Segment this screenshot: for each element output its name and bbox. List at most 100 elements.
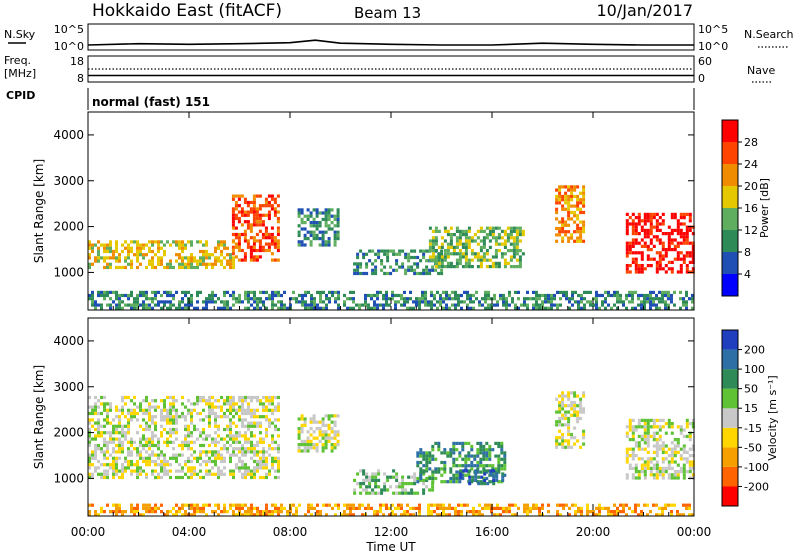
velocity-cell bbox=[437, 448, 441, 452]
power-cell bbox=[576, 236, 580, 240]
velocity-cell bbox=[148, 463, 151, 467]
power-cell bbox=[664, 300, 667, 304]
power-cell bbox=[485, 233, 489, 237]
power-cell bbox=[446, 261, 450, 265]
velocity-cell bbox=[343, 513, 346, 517]
power-cell bbox=[389, 265, 393, 269]
power-cell bbox=[583, 297, 586, 301]
velocity-cell bbox=[112, 459, 115, 464]
velocity-cell bbox=[688, 447, 692, 451]
power-cell bbox=[231, 210, 235, 214]
power-cell bbox=[379, 290, 382, 294]
power-cell bbox=[169, 259, 172, 263]
velocity-cell bbox=[503, 467, 507, 471]
velocity-cell bbox=[404, 488, 408, 492]
power-cell bbox=[234, 194, 238, 198]
velocity-cell bbox=[425, 476, 429, 481]
power-cell bbox=[595, 290, 598, 294]
velocity-cell bbox=[582, 436, 586, 440]
velocity-cell bbox=[464, 454, 468, 458]
velocity-cell bbox=[567, 442, 571, 446]
power-cell bbox=[88, 253, 91, 257]
velocity-cell bbox=[682, 476, 686, 480]
noise-sky-line bbox=[87, 39, 694, 46]
power-cell bbox=[232, 297, 235, 301]
power-cell bbox=[377, 249, 381, 253]
power-cell bbox=[448, 293, 451, 298]
velocity-cell bbox=[196, 402, 199, 406]
velocity-cell bbox=[431, 470, 435, 474]
velocity-cell bbox=[318, 439, 322, 443]
power-cell bbox=[655, 306, 658, 310]
power-cell bbox=[567, 185, 571, 189]
velocity-cell bbox=[121, 427, 124, 432]
velocity-cell bbox=[646, 438, 650, 442]
power-cell bbox=[457, 300, 460, 304]
power-cell bbox=[567, 236, 571, 240]
velocity-cell bbox=[500, 451, 504, 455]
power-cell bbox=[482, 258, 486, 262]
power-cell bbox=[327, 214, 331, 218]
velocity-cell bbox=[169, 463, 172, 467]
velocity-cell bbox=[274, 510, 277, 514]
power-cell bbox=[309, 233, 313, 237]
power-cell bbox=[247, 306, 250, 310]
power-cell bbox=[100, 243, 103, 247]
velocity-cell bbox=[256, 459, 259, 464]
power-cell bbox=[646, 257, 650, 261]
power-cell bbox=[628, 222, 632, 226]
power-cell bbox=[250, 297, 253, 301]
velocity-cell bbox=[649, 425, 653, 429]
power-cell bbox=[127, 293, 130, 298]
power-cell bbox=[97, 246, 100, 250]
velocity-cell bbox=[145, 450, 148, 454]
power-cell bbox=[376, 290, 379, 294]
power-cell bbox=[673, 212, 677, 216]
power-cell bbox=[395, 259, 399, 263]
velocity-cell bbox=[241, 405, 244, 409]
velocity-cell bbox=[631, 425, 635, 429]
velocity-cell bbox=[682, 444, 686, 448]
power-cell bbox=[503, 233, 507, 237]
velocity-cell bbox=[476, 454, 480, 458]
power-cell bbox=[106, 262, 109, 266]
power-cell bbox=[601, 293, 604, 298]
velocity-cell bbox=[312, 443, 316, 447]
velocity-cell bbox=[673, 444, 677, 448]
velocity-cell bbox=[561, 400, 565, 405]
power-cell bbox=[491, 226, 495, 230]
velocity-cell bbox=[682, 513, 685, 517]
power-cell bbox=[506, 239, 510, 243]
velocity-cell bbox=[359, 485, 363, 489]
power-cell bbox=[234, 242, 238, 246]
velocity-cell bbox=[277, 463, 280, 467]
velocity-colorbar-swatches bbox=[722, 330, 738, 506]
power-cell bbox=[452, 233, 456, 237]
velocity-cell bbox=[163, 469, 166, 473]
power-cell bbox=[567, 223, 571, 227]
velocity-cell bbox=[130, 440, 133, 444]
power-cell bbox=[246, 242, 250, 246]
power-cell bbox=[413, 255, 417, 260]
velocity-cell bbox=[667, 454, 671, 458]
velocity-cell bbox=[202, 510, 205, 514]
velocity-cell bbox=[256, 440, 259, 444]
velocity-cell bbox=[121, 399, 124, 403]
power-cell bbox=[365, 252, 369, 256]
power-cell bbox=[479, 226, 483, 230]
velocity-cell bbox=[118, 456, 121, 460]
velocity-cell bbox=[501, 475, 505, 479]
velocity-cell bbox=[100, 475, 103, 480]
velocity-cell bbox=[488, 451, 492, 455]
velocity-cell bbox=[199, 450, 202, 454]
power-cell bbox=[634, 222, 638, 226]
velocity-cell bbox=[118, 424, 121, 428]
velocity-cell bbox=[145, 443, 148, 448]
power-cell bbox=[237, 216, 241, 221]
power-cell bbox=[163, 249, 166, 254]
velocity-cell bbox=[558, 400, 562, 405]
power-cell bbox=[682, 232, 686, 236]
velocity-cell bbox=[244, 475, 247, 480]
power-cell bbox=[658, 257, 662, 261]
